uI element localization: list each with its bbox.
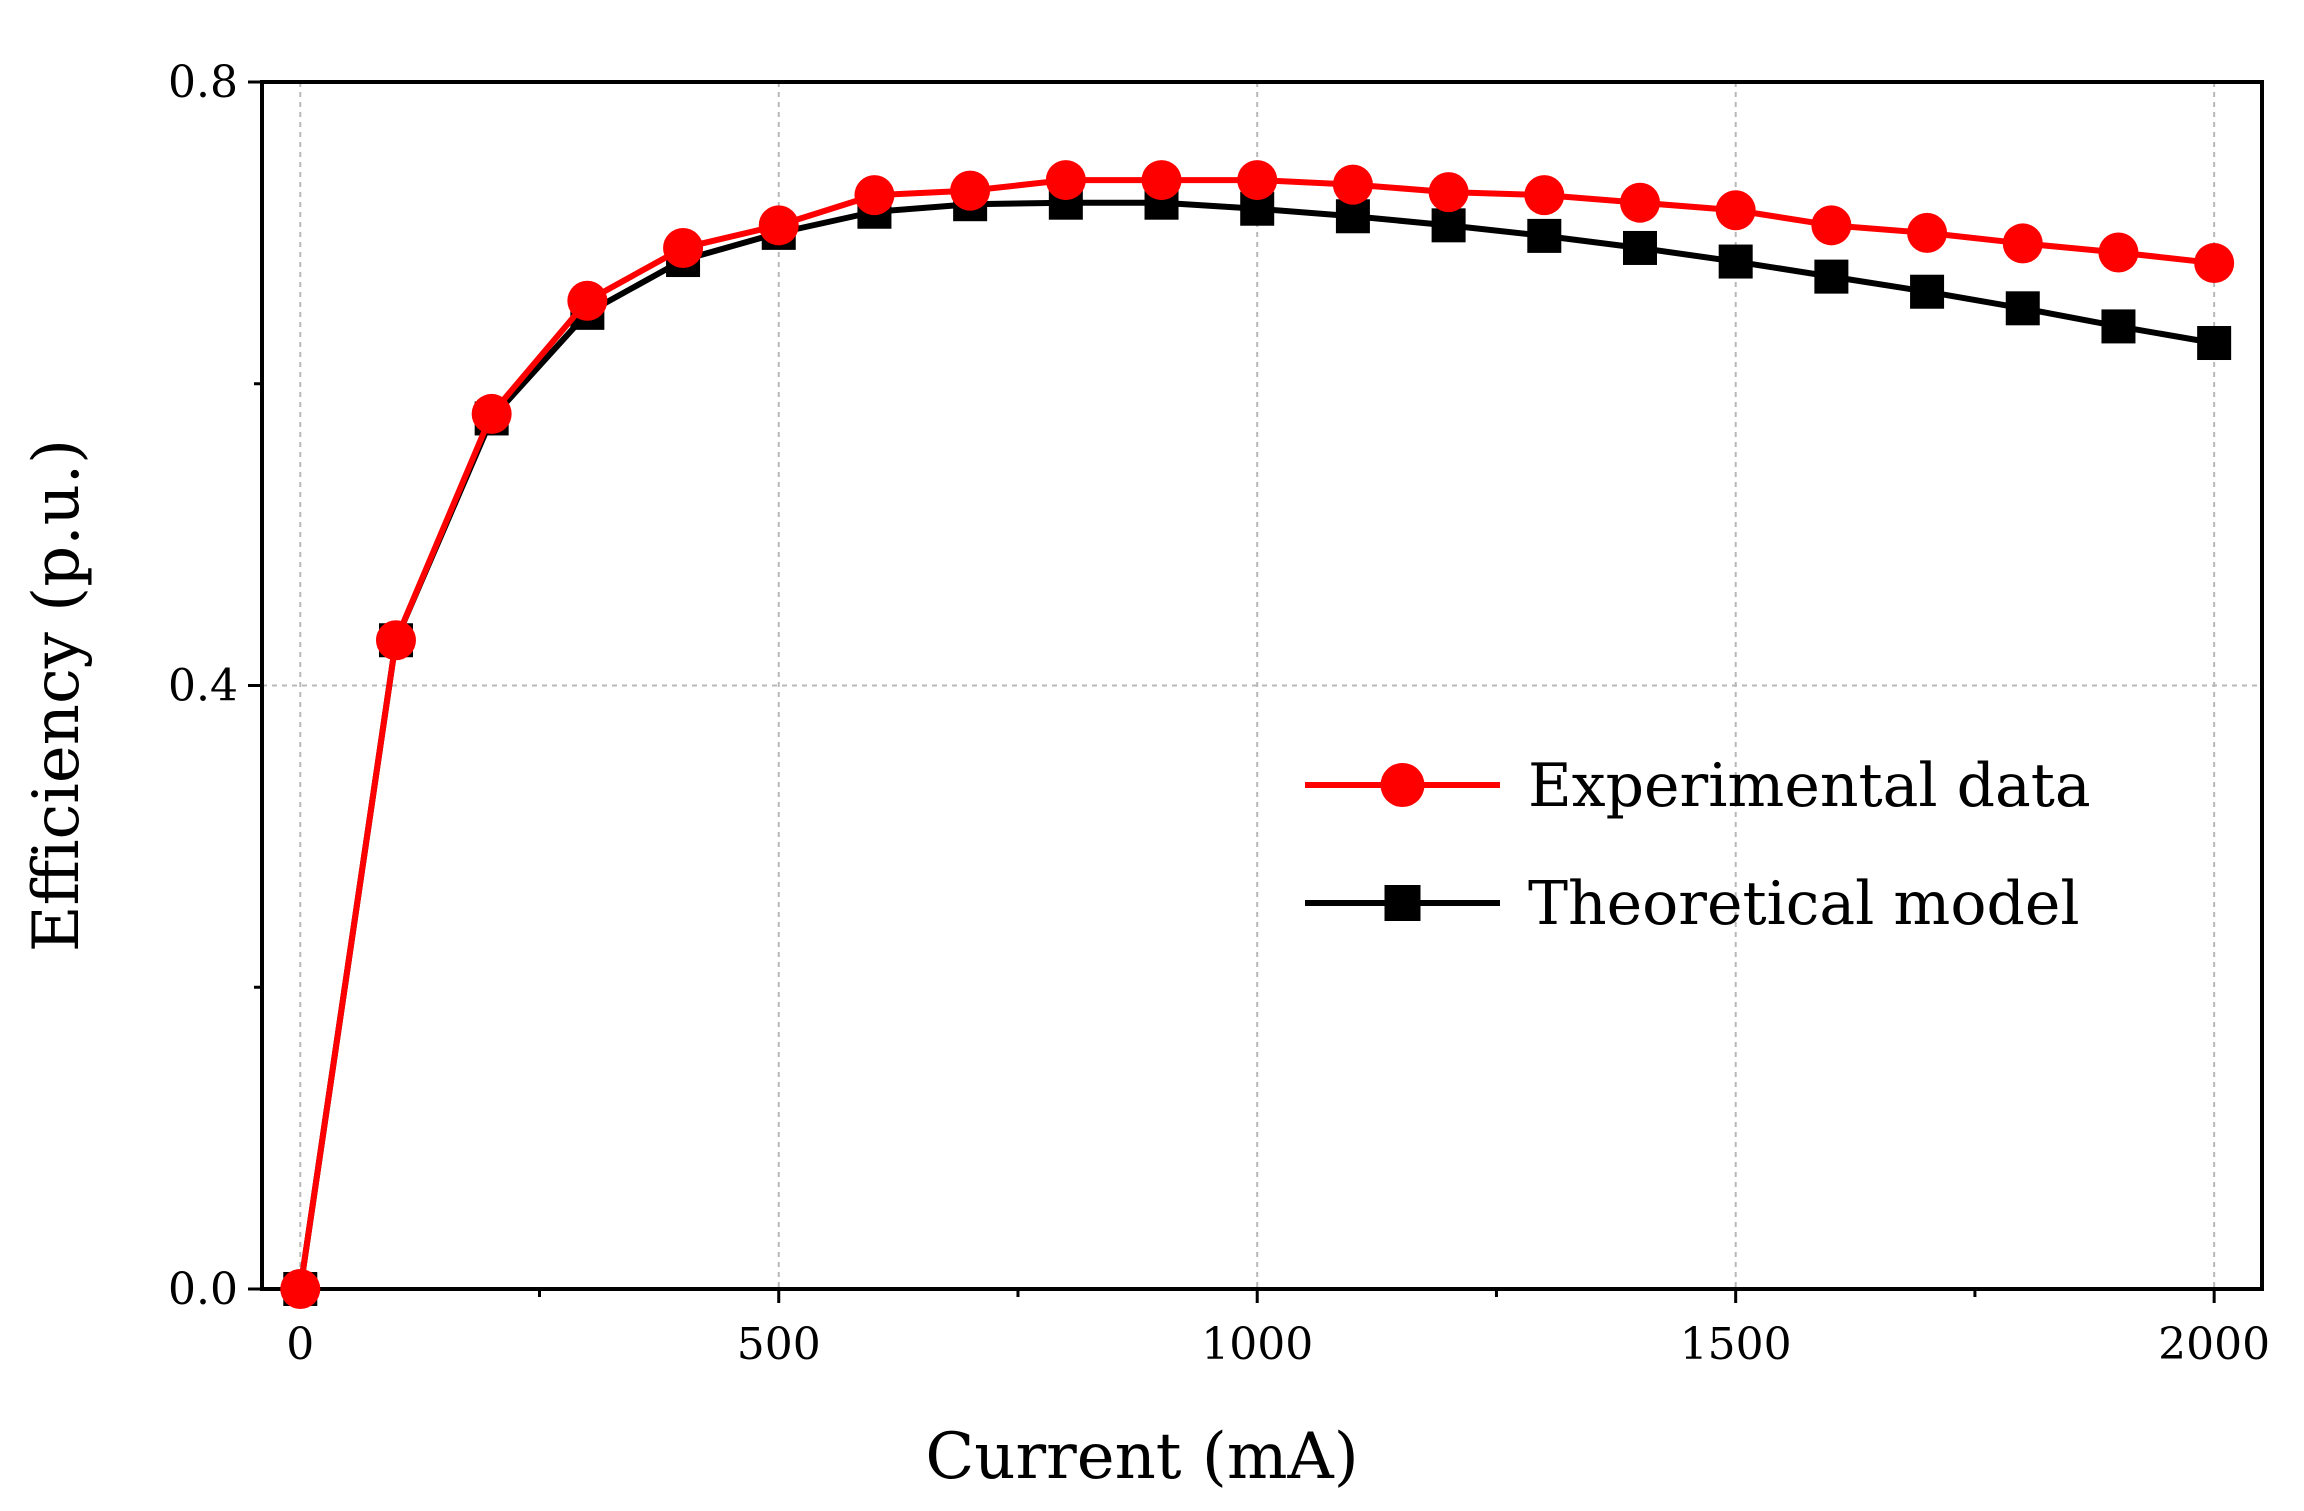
data-point-1-16: [1814, 259, 1849, 294]
y-tick-label-2: 0.8: [168, 57, 238, 108]
data-point-0-17: [1907, 212, 1948, 253]
legend-marker-1: [1384, 885, 1421, 921]
data-point-1-14: [1622, 230, 1657, 265]
data-point-0-19: [2098, 232, 2139, 273]
data-point-0-18: [2002, 223, 2043, 264]
data-point-0-7: [950, 170, 991, 211]
data-point-0-5: [758, 205, 799, 246]
series-experimental-data: [280, 160, 2235, 1309]
data-point-0-13: [1524, 175, 1565, 216]
data-point-1-17: [1910, 274, 1945, 309]
y-axis-title: Efficiency (p.u.): [20, 439, 94, 952]
data-point-1-20: [2197, 326, 2232, 361]
data-point-0-15: [1715, 190, 1756, 231]
legend-marker-0: [1380, 763, 1425, 807]
legend-label-1: Theoretical model: [1528, 869, 2080, 939]
data-point-0-6: [854, 175, 895, 216]
data-point-0-10: [1237, 160, 1278, 201]
x-tick-label-3: 1500: [1680, 1319, 1792, 1370]
data-point-1-13: [1527, 218, 1562, 253]
x-tick-label-2: 1000: [1201, 1319, 1313, 1370]
x-tick-label-1: 500: [737, 1319, 821, 1370]
data-point-1-19: [2101, 309, 2136, 344]
data-point-0-3: [567, 280, 608, 321]
series-layer: [280, 160, 2235, 1309]
data-point-0-8: [1045, 160, 1086, 201]
data-point-0-16: [1811, 205, 1852, 246]
data-point-1-11: [1335, 199, 1370, 234]
data-point-1-15: [1718, 244, 1753, 279]
data-point-0-1: [375, 620, 416, 661]
legend-item-0: Experimental data: [1305, 751, 2091, 821]
x-axis-title: Current (mA): [925, 1420, 1358, 1494]
data-point-1-12: [1431, 208, 1466, 243]
data-point-0-14: [1619, 182, 1660, 223]
data-point-0-9: [1141, 160, 1182, 201]
data-point-0-4: [663, 227, 704, 268]
data-point-0-20: [2194, 243, 2235, 284]
legend-item-1: Theoretical model: [1305, 869, 2080, 939]
axis-layer: 0 500 1000 1500 2000 0.0 0.4 0.8: [168, 57, 2270, 1370]
x-tick-label-4: 2000: [2158, 1319, 2270, 1370]
data-point-0-11: [1332, 164, 1373, 205]
x-tick-label-0: 0: [286, 1319, 314, 1370]
data-point-0-2: [471, 393, 512, 434]
y-tick-label-0: 0.0: [168, 1264, 238, 1315]
data-point-0-0: [280, 1269, 321, 1309]
data-point-1-18: [2005, 291, 2040, 326]
data-point-0-12: [1428, 172, 1469, 213]
legend: Experimental data Theoretical model: [1305, 751, 2091, 939]
y-tick-label-1: 0.4: [168, 661, 238, 712]
grid-layer: [262, 81, 2262, 1290]
legend-label-0: Experimental data: [1528, 751, 2091, 821]
